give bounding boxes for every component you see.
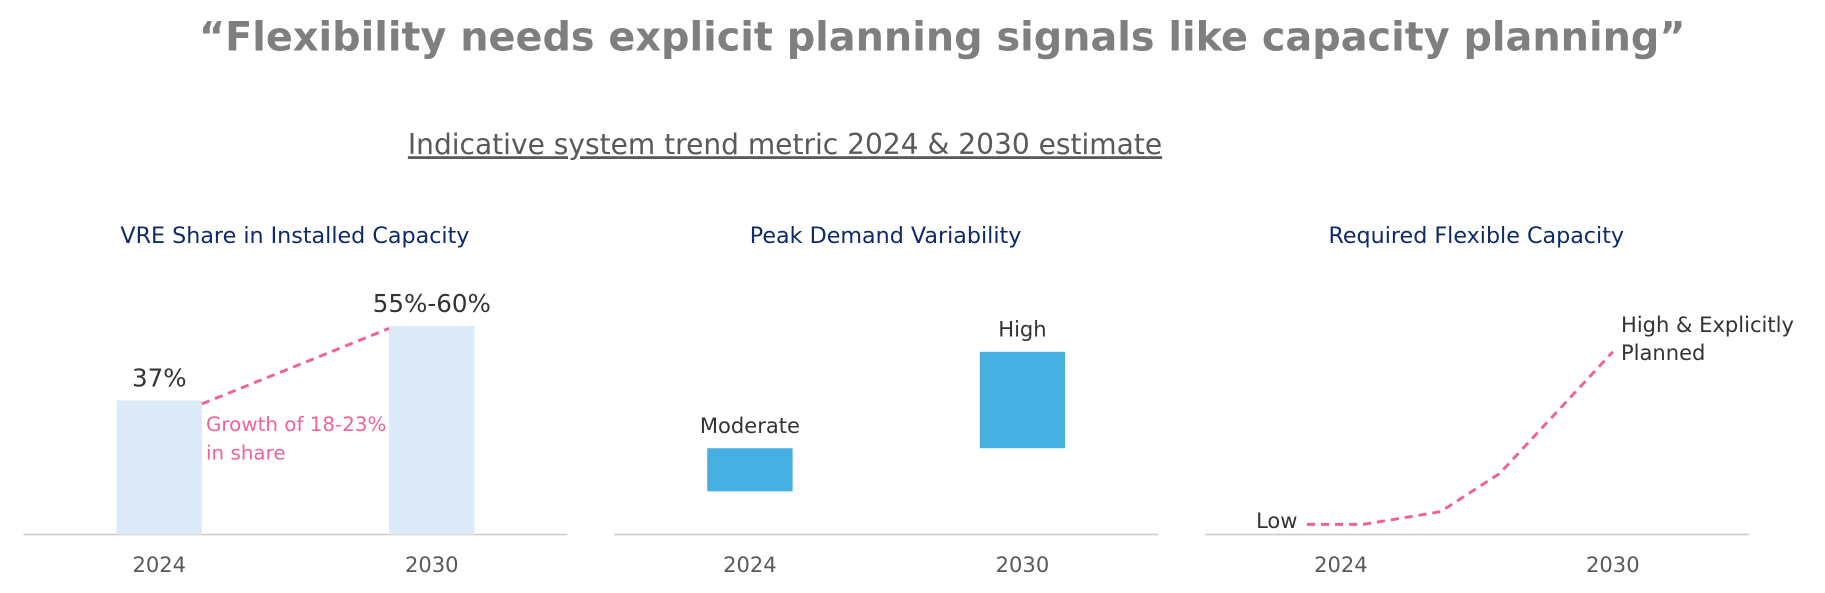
- x-tick-label: 2024: [723, 552, 777, 577]
- bar: [116, 400, 202, 535]
- value-label: Planned: [1621, 340, 1705, 365]
- value-label: 37%: [132, 363, 187, 392]
- value-label: High & Explicitly: [1621, 312, 1794, 337]
- x-tick-label: 2030: [405, 552, 459, 577]
- panel-title: VRE Share in Installed Capacity: [120, 223, 469, 249]
- x-tick-label: 2024: [1314, 552, 1368, 577]
- panel-title: Peak Demand Variability: [750, 223, 1022, 249]
- growth-note: Growth of 18-23%: [206, 413, 386, 436]
- bar: [707, 448, 793, 492]
- growth-note: in share: [206, 441, 286, 464]
- value-label: 55%-60%: [373, 289, 491, 318]
- value-label: Low: [1256, 508, 1297, 533]
- panel-title: Required Flexible Capacity: [1328, 223, 1624, 249]
- x-tick-label: 2030: [1586, 552, 1640, 577]
- slide-subtitle: Indicative system trend metric 2024 & 20…: [408, 128, 1162, 161]
- value-label: Moderate: [700, 413, 800, 438]
- slide-title: “Flexibility needs explicit planning sig…: [199, 14, 1685, 60]
- growth-connector: [201, 327, 390, 406]
- trend-line: [1306, 350, 1614, 526]
- bar: [979, 351, 1066, 449]
- bar: [389, 326, 475, 535]
- x-tick-label: 2030: [996, 552, 1050, 577]
- value-label: High: [998, 317, 1046, 342]
- x-tick-label: 2024: [132, 552, 186, 577]
